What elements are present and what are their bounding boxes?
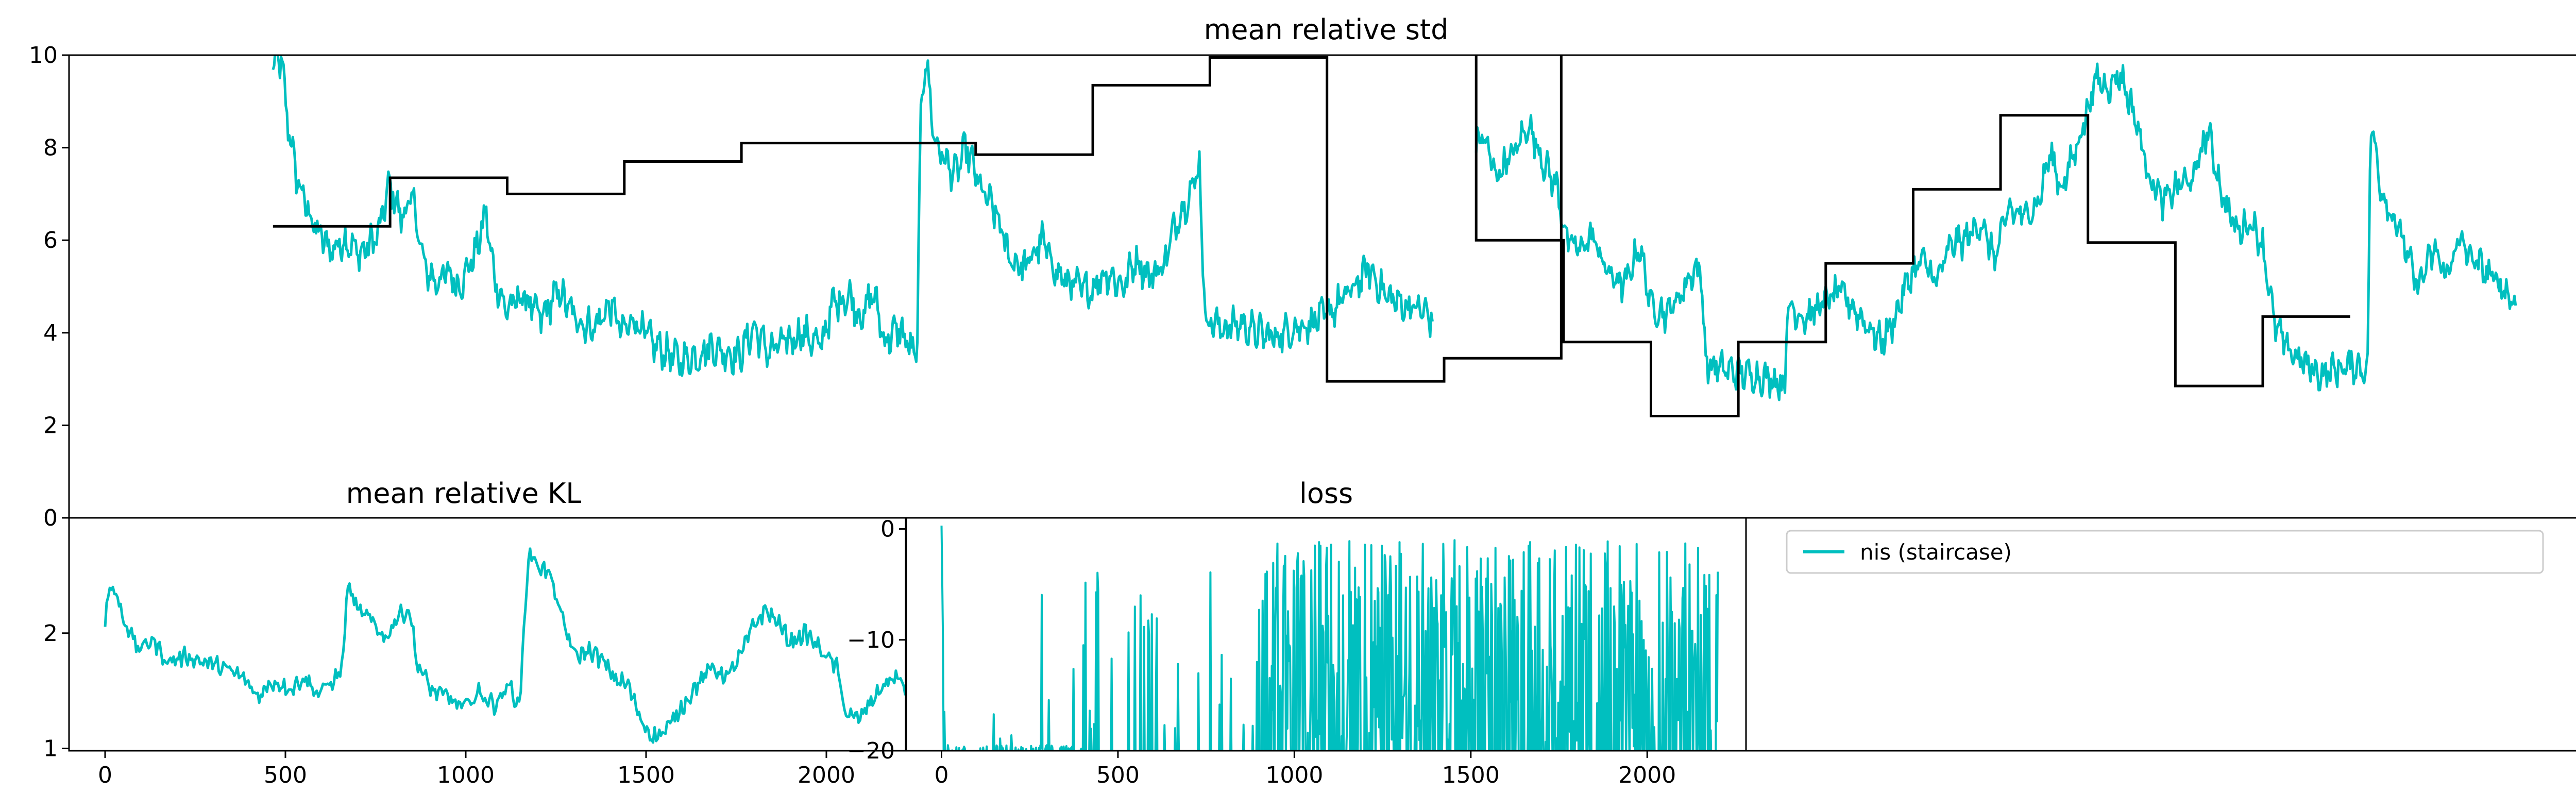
top-y-axis: 0 2 4 6 8 10 bbox=[29, 42, 69, 531]
y-tick-label: 0 bbox=[880, 516, 895, 543]
loss-x-axis: 0 500 1000 1500 2000 bbox=[934, 751, 1676, 788]
legend-label: nis (staircase) bbox=[1860, 539, 2012, 565]
x-tick-label: 0 bbox=[98, 762, 112, 788]
loss-plot-area bbox=[940, 526, 1719, 751]
y-tick-label: −10 bbox=[847, 627, 895, 653]
y-tick-label: 1 bbox=[43, 736, 58, 762]
legend-box bbox=[1786, 530, 2544, 574]
kl-x-axis: 0 500 1000 1500 2000 bbox=[98, 751, 855, 788]
kl-y-axis: 1 2 0 bbox=[43, 505, 69, 762]
x-tick-label: 1000 bbox=[1265, 762, 1323, 788]
y-tick-label: 8 bbox=[43, 135, 58, 161]
y-tick-label: −20 bbox=[847, 738, 895, 764]
y-tick-label: 6 bbox=[43, 227, 58, 254]
loss-y-axis: 0 −10 −20 bbox=[847, 516, 906, 764]
chart-title: loss bbox=[1299, 477, 1353, 510]
y-tick-label: 4 bbox=[43, 320, 58, 346]
x-tick-label: 2000 bbox=[1618, 762, 1676, 788]
x-tick-label: 0 bbox=[934, 762, 948, 788]
mean-relative-std-panel: mean relative std 0 2 4 6 8 10 bbox=[29, 13, 2576, 531]
legend-panel: nis (staircase) bbox=[1745, 517, 2576, 752]
top-plot-area bbox=[272, 55, 2517, 417]
y-tick-label: 2 bbox=[43, 620, 58, 647]
loss-series bbox=[940, 526, 1719, 751]
y-tick-label: 10 bbox=[29, 42, 58, 69]
chart-title: mean relative KL bbox=[346, 477, 582, 510]
legend-axes-frame bbox=[1745, 517, 2576, 752]
x-tick-label: 1000 bbox=[437, 762, 495, 788]
x-tick-label: 2000 bbox=[798, 762, 855, 788]
kl-plot-area bbox=[104, 547, 906, 744]
kl-series bbox=[104, 547, 906, 744]
y-tick-label: 0 bbox=[43, 505, 58, 531]
y-tick-label: 2 bbox=[43, 412, 58, 438]
y-tick-label: 0 bbox=[43, 505, 58, 531]
std-noisy-series-left bbox=[272, 55, 1434, 377]
std-noisy-series-right bbox=[1475, 62, 2517, 401]
mean-relative-kl-panel: mean relative KL 1 2 0 0 500 1000 1500 2000 bbox=[43, 477, 907, 788]
kl-axes-frame bbox=[68, 517, 907, 752]
std-step-series-right bbox=[1475, 55, 2350, 417]
x-tick-label: 1500 bbox=[1442, 762, 1500, 788]
x-tick-label: 1500 bbox=[617, 762, 675, 788]
x-tick-label: 500 bbox=[264, 762, 307, 788]
chart-title: mean relative std bbox=[1204, 13, 1449, 46]
top-axes-frame bbox=[68, 54, 2576, 519]
std-step-series-left bbox=[273, 55, 1563, 383]
x-tick-label: 500 bbox=[1096, 762, 1140, 788]
loss-panel: loss 0 −10 −20 0 500 1000 1500 2000 bbox=[847, 477, 1747, 788]
